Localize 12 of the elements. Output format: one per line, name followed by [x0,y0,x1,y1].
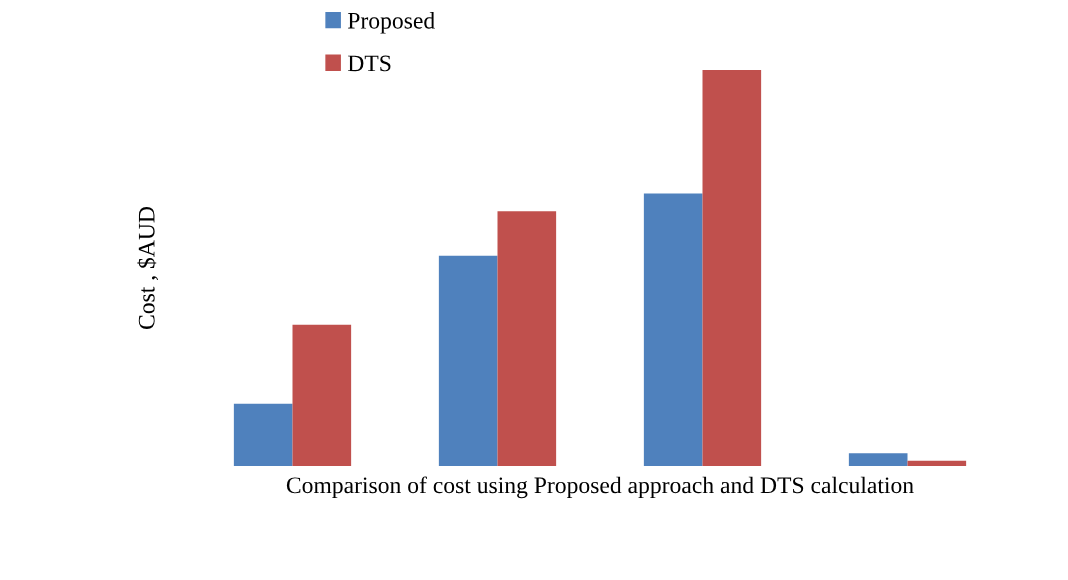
bar [643,193,703,466]
bar [233,403,293,466]
bar [702,70,762,466]
y-axis-title: Cost , $AUD [137,206,159,330]
legend-label: DTS [347,55,391,72]
bar [438,255,498,466]
bar [497,211,557,466]
bar [292,324,352,466]
bar [907,460,967,466]
x-axis-title: Comparison of cost using Proposed approach and DTS calculation [286,476,914,499]
bar [848,453,908,466]
legend-label: Proposed [347,12,435,34]
